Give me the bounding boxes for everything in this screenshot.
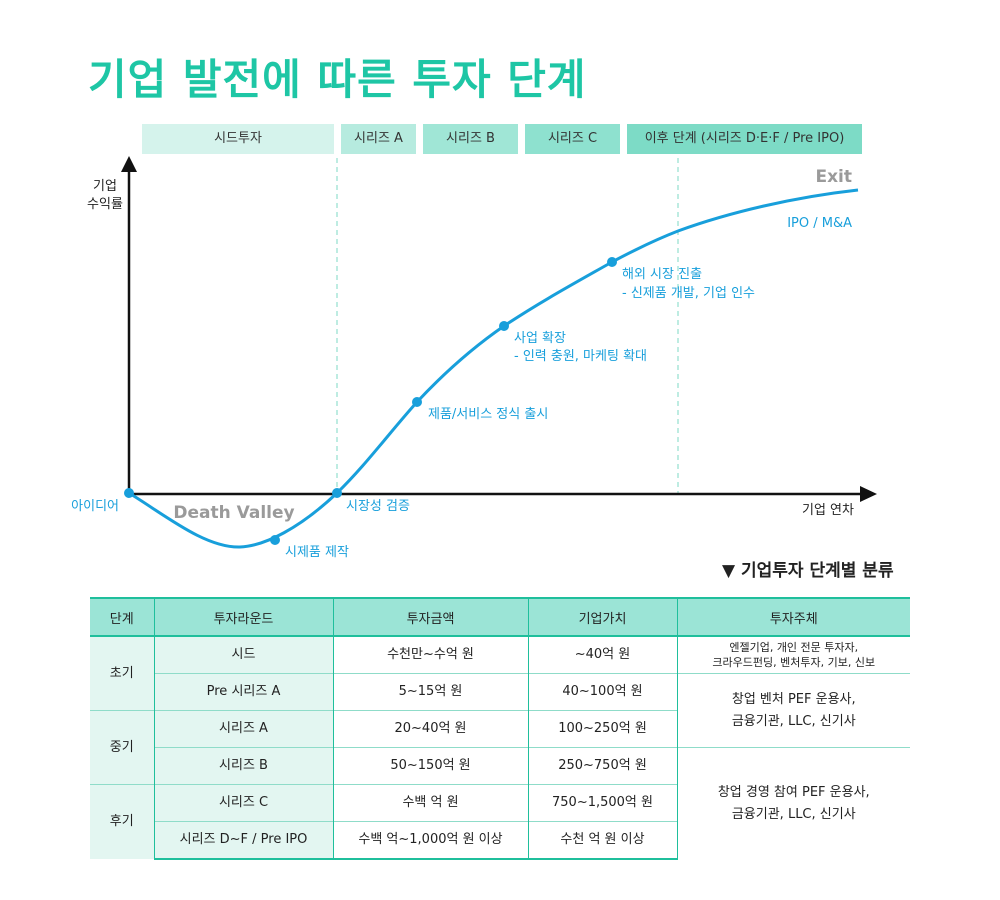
amount-cell: 수백 억~1,000억 원 이상	[333, 821, 529, 860]
milestone-overseas-sub: - 신제품 개발, 기업 인수	[622, 286, 755, 301]
milestone-overseas-label: 해외 시장 진출	[622, 267, 702, 282]
growth-curve	[128, 188, 859, 549]
stage-cell: 초기	[90, 635, 155, 711]
growth-curve-diagram: 기업 수익률 기업 연차 Exit IPO / M&A Death Valley…	[71, 156, 877, 560]
point-market-validation	[332, 488, 342, 498]
phase-series-c: 시리즈 C	[525, 124, 620, 154]
death-valley-label: Death Valley	[173, 503, 294, 523]
amount-cell: 20~40억 원	[333, 710, 529, 748]
milestone-expansion-label: 사업 확장	[514, 331, 566, 346]
amount-cell: 수천만~수억 원	[333, 635, 529, 674]
exit-sub-label: IPO / M&A	[787, 216, 852, 231]
amount-cell: 50~150억 원	[333, 747, 529, 785]
y-axis-arrow-icon	[121, 156, 137, 172]
phase-seed: 시드투자	[142, 124, 334, 154]
milestone-expansion-sub: - 인력 충원, 마케팅 확대	[514, 349, 647, 364]
header-value: 기업가치	[527, 597, 677, 637]
value-cell: 40~100억 원	[528, 673, 678, 711]
header-amount: 투자금액	[332, 597, 528, 637]
investment-stage-table: 단계 투자라운드 투자금액 기업가치 투자주체 초기 시드 수천만~수억 원 ~…	[90, 597, 910, 860]
value-cell: 100~250억 원	[528, 710, 678, 748]
round-cell: 시리즈 D~F / Pre IPO	[154, 821, 334, 860]
investor-cell: 창업 벤처 PEF 운용사, 금융기관, LLC, 신기사	[677, 673, 910, 748]
table-section-title: ▼ 기업투자 단계별 분류	[722, 561, 894, 581]
table-row: 중기 시리즈 A 20~40억 원 100~250억 원	[90, 710, 910, 785]
milestone-idea-label: 아이디어	[71, 499, 119, 514]
phase-series-a: 시리즈 A	[341, 124, 416, 154]
table-row: 시리즈 B 50~150억 원 250~750억 원 창업 경영 참여 PEF …	[90, 747, 910, 859]
stage-cell: 후기	[90, 784, 155, 859]
round-cell: 시드	[154, 635, 334, 674]
amount-cell: 수백 억 원	[333, 784, 529, 822]
value-cell: ~40억 원	[528, 635, 678, 674]
value-cell: 수천 억 원 이상	[528, 821, 678, 860]
point-overseas	[607, 257, 617, 267]
point-expansion	[499, 321, 509, 331]
x-axis-label: 기업 연차	[802, 503, 854, 518]
point-prototype	[270, 535, 280, 545]
header-round: 투자라운드	[153, 597, 333, 637]
investor-cell: 창업 경영 참여 PEF 운용사, 금융기관, LLC, 신기사	[677, 747, 910, 859]
stage-cell: 중기	[90, 710, 155, 785]
investor-cell: 엔젤기업, 개인 전문 투자자, 크라우드펀딩, 벤처투자, 기보, 신보	[677, 635, 910, 674]
round-cell: 시리즈 B	[154, 747, 334, 785]
x-axis-arrow-icon	[860, 486, 877, 502]
exit-label: Exit	[815, 167, 852, 187]
phase-series-b: 시리즈 B	[423, 124, 518, 154]
round-cell: 시리즈 A	[154, 710, 334, 748]
table-row: 후기 시리즈 C 수백 억 원 750~1,500억 원	[90, 784, 910, 859]
y-axis-label-line1: 기업	[93, 179, 117, 194]
y-axis-label-line2: 수익률	[87, 197, 123, 212]
milestone-market-validation-label: 시장성 검증	[346, 499, 410, 514]
header-stage: 단계	[90, 597, 154, 637]
phase-later-stage: 이후 단계 (시리즈 D·E·F / Pre IPO)	[627, 124, 862, 154]
table-row: Pre 시리즈 A 5~15억 원 40~100억 원 창업 벤처 PEF 운용…	[90, 673, 910, 748]
value-cell: 250~750억 원	[528, 747, 678, 785]
milestone-prototype-label: 시제품 제작	[285, 545, 349, 560]
round-cell: 시리즈 C	[154, 784, 334, 822]
value-cell: 750~1,500억 원	[528, 784, 678, 822]
table-header-row: 단계 투자라운드 투자금액 기업가치 투자주체	[90, 597, 910, 637]
page-title: 기업 발전에 따른 투자 단계	[88, 55, 587, 104]
round-cell: Pre 시리즈 A	[154, 673, 334, 711]
table-row: 초기 시드 수천만~수억 원 ~40억 원 엔젤기업, 개인 전문 투자자, 크…	[90, 635, 910, 711]
point-idea	[124, 488, 134, 498]
table-row: 시리즈 D~F / Pre IPO 수백 억~1,000억 원 이상 수천 억 …	[90, 821, 910, 860]
amount-cell: 5~15억 원	[333, 673, 529, 711]
point-launch	[412, 397, 422, 407]
header-investor: 투자주체	[676, 597, 910, 637]
milestone-launch-label: 제품/서비스 정식 출시	[428, 407, 548, 422]
